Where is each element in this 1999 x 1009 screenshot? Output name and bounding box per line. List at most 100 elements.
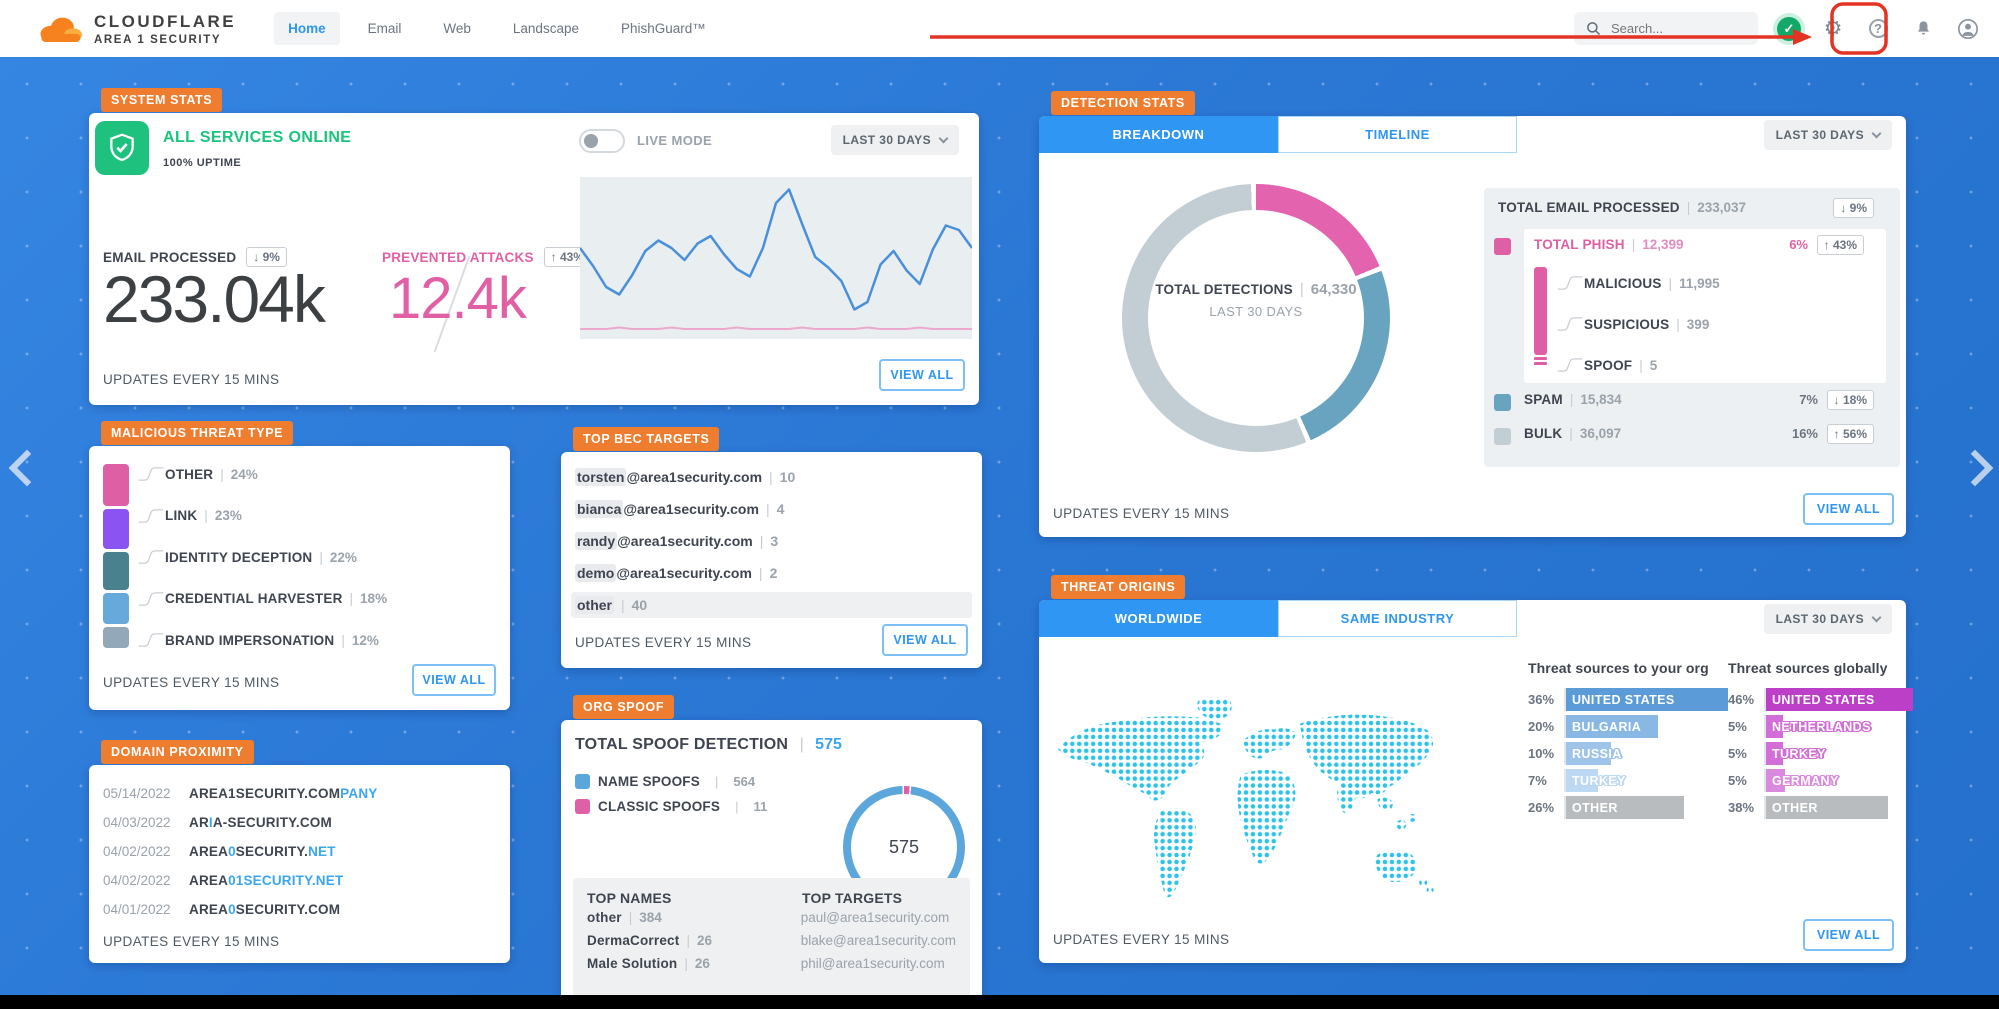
updates-note: UPDATES EVERY 15 MINS: [103, 675, 280, 690]
tab-timeline[interactable]: TIMELINE: [1278, 116, 1517, 153]
threat-origins-card: THREAT ORIGINS WORLDWIDE SAME INDUSTRY L…: [1039, 575, 1913, 963]
connector-line: [138, 591, 164, 606]
top-name-row: other | 384: [587, 910, 662, 925]
legend-item: CLASSIC SPOOFS | 11: [575, 799, 767, 814]
card-badge: MALICIOUS THREAT TYPE: [101, 421, 294, 445]
card-badge: SYSTEM STATS: [101, 88, 223, 112]
bulk-row: BULK | 36,097 16% ↑ 56%: [1524, 423, 1886, 444]
tab-worldwide[interactable]: WORLDWIDE: [1039, 600, 1278, 637]
threat-source-bar: OTHER: [1766, 796, 1888, 819]
view-all-button[interactable]: VIEW ALL: [879, 359, 965, 391]
nav-item[interactable]: Web: [443, 21, 471, 36]
notifications-bell-icon[interactable]: [1910, 16, 1936, 42]
nav-item[interactable]: Home: [274, 12, 340, 45]
total-phish-row: TOTAL PHISH | 12,399 6% ↑ 43%: [1534, 234, 1876, 255]
view-all-button[interactable]: VIEW ALL: [412, 664, 496, 696]
period-dropdown[interactable]: LAST 30 DAYS: [1763, 120, 1892, 150]
top-target-row: paul@area1security.com: [800, 910, 950, 925]
nav-item[interactable]: PhishGuard™: [620, 21, 706, 36]
nav-item[interactable]: Landscape: [512, 21, 579, 36]
legend-item: OTHER | 24%: [137, 464, 387, 484]
domain-row[interactable]: 04/03/2022 AR I A-SECURITY.COM: [103, 815, 332, 830]
tab-breakdown[interactable]: BREAKDOWN: [1039, 116, 1278, 153]
bec-target-row[interactable]: other | 40: [571, 592, 972, 618]
threat-source-row: 20% BULGARIA: [1528, 715, 1734, 738]
donut-center: TOTAL DETECTIONS | 64,330 LAST 30 DAYS: [1155, 281, 1357, 319]
top-target-row: phil@area1security.com: [800, 956, 945, 971]
legend-swatch-phish: [1494, 238, 1511, 255]
delta-badge: ↑ 56%: [1826, 423, 1874, 444]
domain-row[interactable]: 04/01/2022 AREA 0 SECURITY.COM: [103, 902, 341, 917]
bec-target-row[interactable]: demo @area1security.com | 2: [575, 564, 778, 582]
carousel-left-icon[interactable]: [8, 449, 46, 487]
bec-target-row[interactable]: bianca @area1security.com | 4: [575, 500, 785, 518]
connector-line: [1557, 358, 1583, 372]
dashboard-body: SYSTEM STATS ALL SERVICES ONLINE 100% UP…: [0, 57, 1999, 1009]
live-mode-label: LIVE MODE: [637, 133, 713, 148]
threat-source-bar: RUSSIA: [1566, 742, 1621, 765]
updates-note: UPDATES EVERY 15 MINS: [1053, 506, 1230, 521]
tab-same-industry[interactable]: SAME INDUSTRY: [1278, 600, 1517, 637]
legend-swatch: [103, 509, 129, 549]
carousel-right-icon[interactable]: [1956, 449, 1994, 487]
threat-source-row: 36% UNITED STATES: [1528, 688, 1734, 711]
settings-gear-icon[interactable]: ⚙: [1823, 17, 1843, 40]
period-dropdown[interactable]: LAST 30 DAYS: [830, 125, 959, 155]
threat-source-bar: TURKEY: [1566, 769, 1625, 792]
threat-source-row: 38% OTHER: [1728, 796, 1934, 819]
malicious-threat-type-card: MALICIOUS THREAT TYPE OTHER | 24%: [89, 421, 510, 710]
domain-list: 05/14/2022 AREA1SECURITY.COM PANY 04/03/2…: [103, 779, 496, 924]
bec-target-row[interactable]: randy @area1security.com | 3: [575, 532, 779, 550]
prevented-attacks-value: 12.4k: [389, 266, 527, 331]
threat-source-row: 26% OTHER: [1528, 796, 1734, 819]
brand-name: CLOUDFLARE: [94, 11, 237, 31]
view-all-button[interactable]: VIEW ALL: [882, 624, 968, 656]
threat-source-row: 5% NETHERLANDS: [1728, 715, 1934, 738]
search-input[interactable]: [1609, 20, 1739, 37]
view-all-button[interactable]: VIEW ALL: [1803, 493, 1894, 525]
updates-note: UPDATES EVERY 15 MINS: [103, 372, 280, 387]
nav-item[interactable]: Email: [367, 21, 402, 36]
threat-source-bar: UNITED STATES: [1566, 688, 1728, 711]
detection-breakdown-panel: TOTAL EMAIL PROCESSED | 233,037 ↓ 9% TOT…: [1484, 188, 1900, 467]
legend-swatch-spam: [1494, 394, 1511, 411]
bottom-bar: [0, 995, 1999, 1009]
help-icon[interactable]: ?: [1865, 16, 1891, 42]
spoof-total-value: 575: [815, 736, 842, 753]
email-activity-chart: [578, 177, 974, 339]
threat-source-row: 7% TURKEY: [1528, 769, 1734, 792]
domain-row[interactable]: 04/02/2022 AREA 0 SECURITY. NET: [103, 844, 336, 859]
bec-target-row[interactable]: torsten @area1security.com | 10: [575, 468, 796, 486]
threat-source-row: 5% GERMANY: [1728, 769, 1934, 792]
detection-stats-card: DETECTION STATS BREAKDOWN TIMELINE LAST …: [1039, 91, 1906, 537]
threat-source-bar: TURKEY: [1766, 742, 1825, 765]
connector-line: [1557, 317, 1583, 331]
nav-right: ✓ ⚙ ?: [1574, 0, 1981, 57]
threat-source-row: 5% TURKEY: [1728, 742, 1934, 765]
card-badge: THREAT ORIGINS: [1051, 575, 1186, 599]
uptime-label: 100% UPTIME: [163, 157, 242, 169]
live-mode-toggle[interactable]: [579, 129, 625, 153]
email-processed-value: 233.04k: [103, 262, 326, 336]
card-badge: TOP BEC TARGETS: [573, 427, 720, 451]
phish-breakdown-box: TOTAL PHISH | 12,399 6% ↑ 43%: [1524, 229, 1886, 383]
shield-check-icon: [95, 121, 149, 175]
brand[interactable]: CLOUDFLARE AREA 1 SECURITY: [34, 12, 236, 46]
view-all-button[interactable]: VIEW ALL: [1803, 919, 1894, 951]
status-check-icon[interactable]: ✓: [1777, 16, 1801, 41]
top-name-row: Male Solution | 26: [587, 956, 710, 971]
top-name-row: DermaCorrect | 26: [587, 933, 712, 948]
search-box[interactable]: [1574, 12, 1758, 45]
domain-row[interactable]: 04/02/2022 AREA 01SECURITY.NET: [103, 873, 344, 888]
threat-source-bar: GERMANY: [1766, 769, 1838, 792]
bec-target-list: torsten @area1security.com | 10 bianca @ar…: [571, 464, 972, 624]
threat-source-row: 10% RUSSIA: [1528, 742, 1734, 765]
legend-swatch: [575, 799, 590, 814]
connector-line: [138, 550, 164, 564]
domain-row[interactable]: 05/14/2022 AREA1SECURITY.COM PANY: [103, 786, 378, 801]
chevron-down-icon: [1871, 128, 1882, 139]
phish-sub-row: SUSPICIOUS | 399: [1556, 312, 1720, 336]
period-dropdown[interactable]: LAST 30 DAYS: [1763, 604, 1892, 634]
delta-badge: ↓ 9%: [1833, 197, 1874, 218]
account-icon[interactable]: [1955, 16, 1981, 42]
